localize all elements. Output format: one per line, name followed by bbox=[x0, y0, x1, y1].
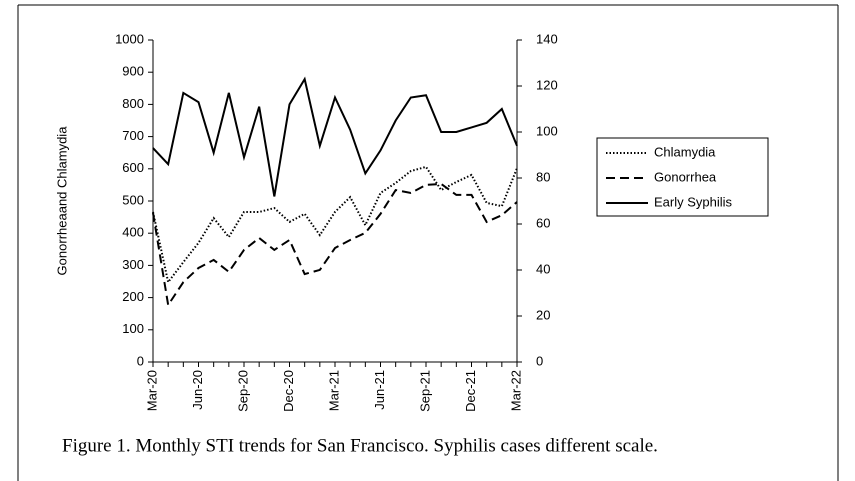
x-tick-label: Mar-21 bbox=[326, 370, 341, 411]
y2-tick-label: 140 bbox=[536, 31, 558, 46]
x-tick-label: Sep-21 bbox=[417, 370, 432, 412]
y2-tick-label: 20 bbox=[536, 307, 550, 322]
y-tick-label: 800 bbox=[122, 96, 144, 111]
y-axis-label: Gonorrheaand Chlamydia bbox=[54, 126, 69, 276]
x-tick-label: Sep-20 bbox=[235, 370, 250, 412]
legend-label: Chlamydia bbox=[654, 144, 716, 159]
y2-tick-label: 100 bbox=[536, 123, 558, 138]
legend-label: Early Syphilis bbox=[654, 194, 733, 209]
caption: Figure 1. Monthly STI trends for San Fra… bbox=[62, 435, 658, 456]
y-tick-label: 400 bbox=[122, 225, 144, 240]
x-tick-label: Jun-21 bbox=[372, 370, 387, 410]
y-tick-label: 700 bbox=[122, 128, 144, 143]
legend-label: Gonorrhea bbox=[654, 169, 717, 184]
y-tick-label: 100 bbox=[122, 321, 144, 336]
y-tick-label: 600 bbox=[122, 160, 144, 175]
y-tick-label: 0 bbox=[137, 353, 144, 368]
y2-tick-label: 120 bbox=[536, 77, 558, 92]
y2-tick-label: 40 bbox=[536, 261, 550, 276]
y2-tick-label: 0 bbox=[536, 353, 543, 368]
y2-tick-label: 60 bbox=[536, 215, 550, 230]
x-tick-label: Dec-21 bbox=[463, 370, 478, 412]
y2-tick-label: 80 bbox=[536, 169, 550, 184]
y-tick-label: 1000 bbox=[115, 31, 144, 46]
y-tick-label: 900 bbox=[122, 64, 144, 79]
x-tick-label: Mar-22 bbox=[508, 370, 523, 411]
x-tick-label: Mar-20 bbox=[144, 370, 159, 411]
y-tick-label: 500 bbox=[122, 192, 144, 207]
series-line bbox=[152, 165, 518, 285]
y-tick-label: 200 bbox=[122, 289, 144, 304]
series-line bbox=[152, 76, 518, 197]
x-tick-label: Jun-20 bbox=[190, 370, 205, 410]
y-tick-label: 300 bbox=[122, 257, 144, 272]
x-tick-label: Dec-20 bbox=[281, 370, 296, 412]
series-line bbox=[152, 182, 518, 308]
